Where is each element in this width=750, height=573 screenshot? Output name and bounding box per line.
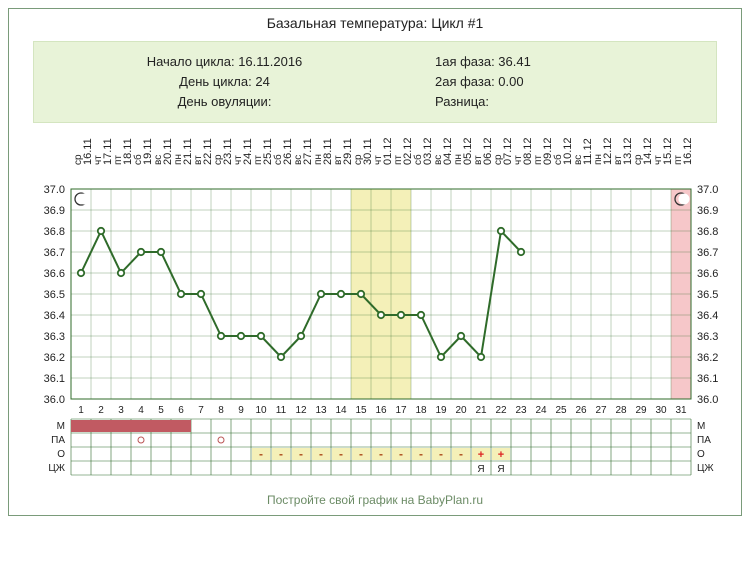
svg-text:36.4: 36.4	[697, 310, 718, 322]
svg-text:37.0: 37.0	[697, 184, 718, 196]
svg-text:14: 14	[335, 405, 347, 416]
svg-text:-: -	[319, 447, 323, 461]
info-row: День овуляции:	[74, 92, 375, 112]
svg-text:36.7: 36.7	[697, 247, 718, 259]
svg-text:24: 24	[535, 405, 547, 416]
svg-text:-: -	[339, 447, 343, 461]
svg-text:36.5: 36.5	[697, 289, 718, 301]
svg-text:36.2: 36.2	[44, 352, 65, 364]
svg-text:19: 19	[435, 405, 447, 416]
svg-text:12: 12	[295, 405, 307, 416]
svg-text:29: 29	[635, 405, 647, 416]
svg-text:36.5: 36.5	[44, 289, 65, 301]
svg-text:26: 26	[575, 405, 587, 416]
info-row: День цикла: 24	[74, 72, 375, 92]
svg-text:36.4: 36.4	[44, 310, 65, 322]
svg-text:30: 30	[655, 405, 667, 416]
svg-text:10: 10	[255, 405, 267, 416]
info-box: Начало цикла: 16.11.2016 День цикла: 24 …	[33, 41, 717, 123]
svg-text:+: +	[478, 449, 484, 461]
svg-text:-: -	[279, 447, 283, 461]
svg-text:36.0: 36.0	[697, 394, 718, 406]
svg-text:9: 9	[238, 405, 244, 416]
chart-frame: Базальная температура: Цикл #1 Начало ци…	[8, 8, 742, 516]
info-row: 2ая фаза: 0.00	[375, 72, 676, 92]
svg-text:13: 13	[315, 405, 327, 416]
svg-text:ПА: ПА	[51, 435, 65, 446]
svg-text:+: +	[498, 449, 504, 461]
svg-text:37.0: 37.0	[44, 184, 65, 196]
svg-text:36.8: 36.8	[697, 226, 718, 238]
svg-text:5: 5	[158, 405, 164, 416]
svg-text:-: -	[359, 447, 363, 461]
svg-text:36.8: 36.8	[44, 226, 65, 238]
svg-text:М: М	[57, 421, 65, 432]
svg-text:21: 21	[475, 405, 487, 416]
svg-text:8: 8	[218, 405, 224, 416]
svg-text:31: 31	[675, 405, 687, 416]
svg-text:28: 28	[615, 405, 627, 416]
svg-text:О: О	[697, 449, 705, 460]
svg-text:Я: Я	[497, 464, 504, 475]
svg-text:25: 25	[555, 405, 567, 416]
svg-text:ПА: ПА	[697, 435, 711, 446]
svg-text:36.3: 36.3	[44, 331, 65, 343]
svg-text:2: 2	[98, 405, 104, 416]
svg-text:Я: Я	[477, 464, 484, 475]
svg-text:-: -	[399, 447, 403, 461]
svg-text:18: 18	[415, 405, 427, 416]
svg-text:36.2: 36.2	[697, 352, 718, 364]
svg-text:36.1: 36.1	[697, 373, 718, 385]
svg-text:О: О	[57, 449, 65, 460]
svg-text:36.1: 36.1	[44, 373, 65, 385]
svg-text:-: -	[259, 447, 263, 461]
svg-text:16.12: 16.12	[682, 137, 694, 165]
bbt-chart-svg: ср16.11чт17.11пт18.11сб19.11вс20.11пн21.…	[33, 133, 729, 481]
info-row: Начало цикла: 16.11.2016	[74, 52, 375, 72]
svg-text:-: -	[439, 447, 443, 461]
svg-text:36.9: 36.9	[44, 205, 65, 217]
svg-text:27: 27	[595, 405, 607, 416]
footer-text: Постройте свой график на BabyPlan.ru	[9, 485, 741, 515]
svg-text:15: 15	[355, 405, 367, 416]
svg-text:23: 23	[515, 405, 527, 416]
svg-text:36.6: 36.6	[44, 268, 65, 280]
svg-text:-: -	[419, 447, 423, 461]
svg-text:4: 4	[138, 405, 144, 416]
svg-text:-: -	[299, 447, 303, 461]
svg-text:7: 7	[198, 405, 204, 416]
info-row: 1ая фаза: 36.41	[375, 52, 676, 72]
chart-area: ср16.11чт17.11пт18.11сб19.11вс20.11пн21.…	[33, 133, 717, 481]
svg-text:36.3: 36.3	[697, 331, 718, 343]
info-row: Разница:	[375, 92, 676, 112]
svg-text:ЦЖ: ЦЖ	[697, 463, 714, 474]
svg-text:36.7: 36.7	[44, 247, 65, 259]
svg-text:3: 3	[118, 405, 124, 416]
svg-text:-: -	[459, 447, 463, 461]
svg-text:17: 17	[395, 405, 407, 416]
svg-text:20: 20	[455, 405, 467, 416]
svg-text:36.0: 36.0	[44, 394, 65, 406]
svg-text:6: 6	[178, 405, 184, 416]
svg-text:-: -	[379, 447, 383, 461]
svg-text:11: 11	[276, 405, 287, 416]
info-right-col: 1ая фаза: 36.41 2ая фаза: 0.00 Разница:	[375, 52, 676, 112]
svg-text:16: 16	[375, 405, 387, 416]
svg-text:36.9: 36.9	[697, 205, 718, 217]
outer: Базальная температура: Цикл #1 Начало ци…	[0, 0, 750, 573]
svg-text:22: 22	[495, 405, 507, 416]
svg-text:ЦЖ: ЦЖ	[48, 463, 65, 474]
svg-text:36.6: 36.6	[697, 268, 718, 280]
svg-text:1: 1	[78, 405, 84, 416]
svg-text:М: М	[697, 421, 705, 432]
info-left-col: Начало цикла: 16.11.2016 День цикла: 24 …	[74, 52, 375, 112]
chart-title: Базальная температура: Цикл #1	[9, 9, 741, 37]
